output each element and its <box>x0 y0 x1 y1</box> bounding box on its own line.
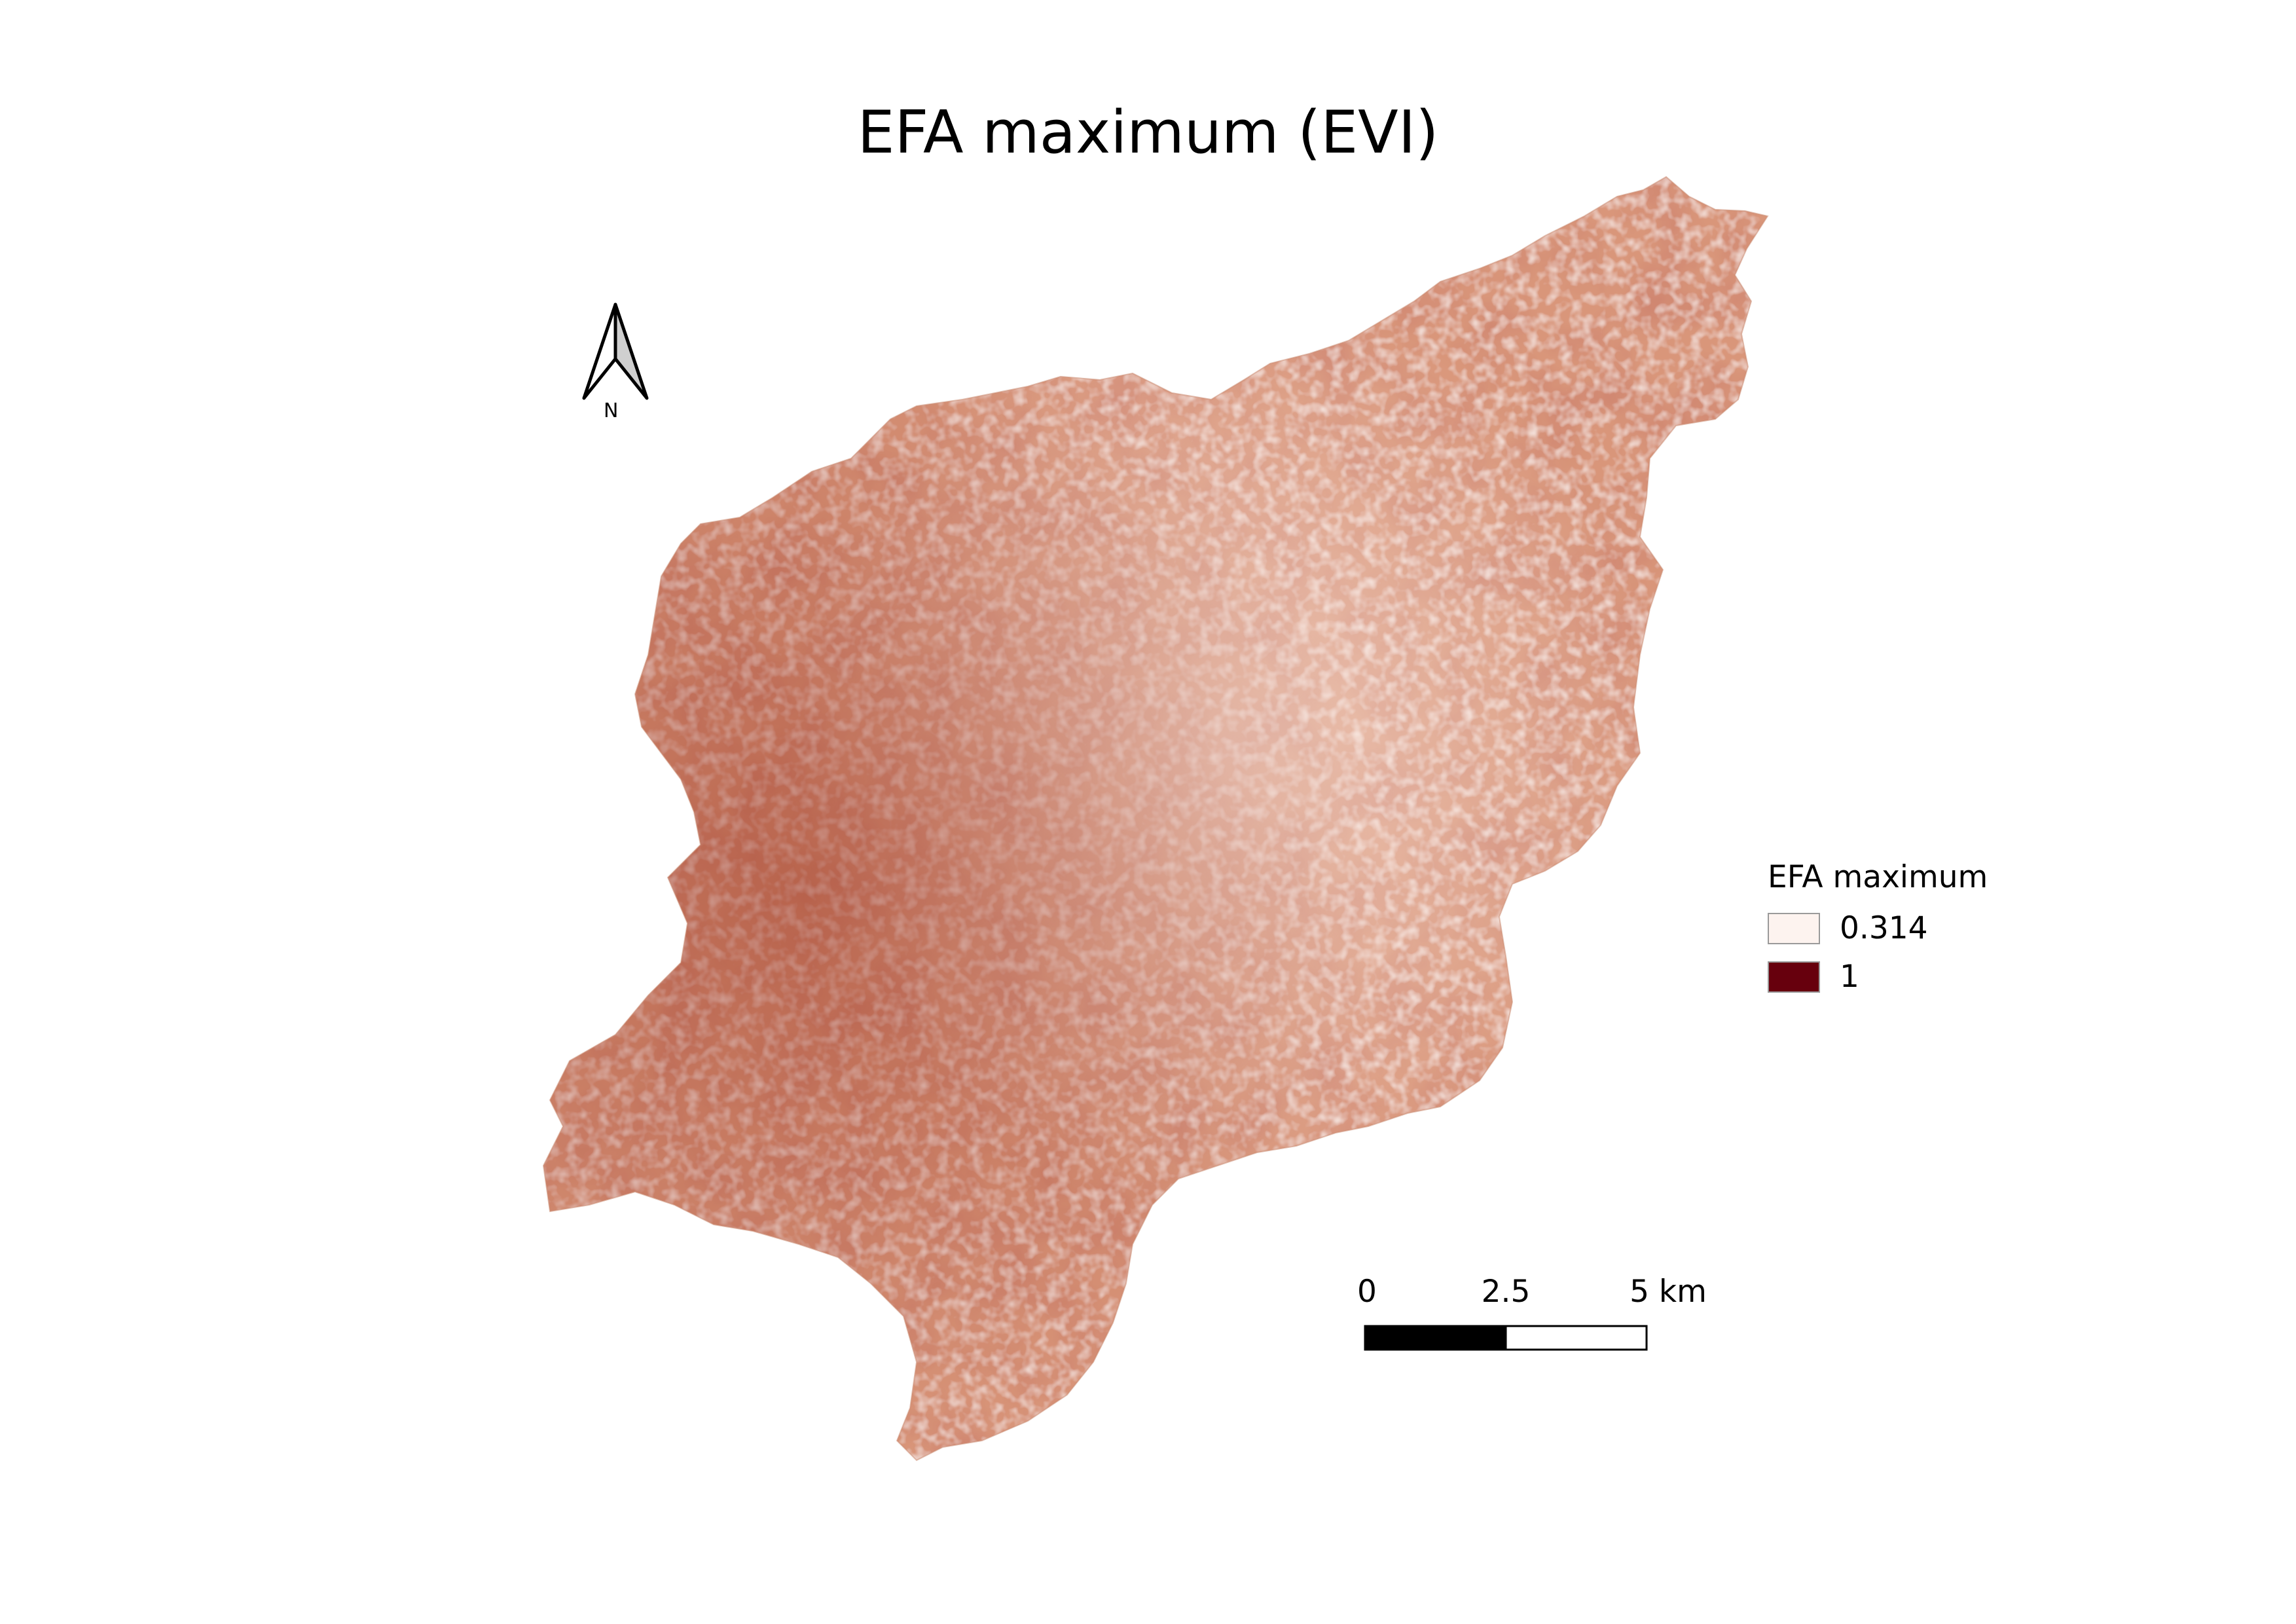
scale-label-5km: 5 km <box>1630 1274 1707 1310</box>
legend-label-max: 1 <box>1840 959 1859 995</box>
legend-swatch-min <box>1768 913 1820 944</box>
legend-title: EFA maximum <box>1768 859 1988 895</box>
legend-swatch-max <box>1768 961 1820 993</box>
scale-label-2-5: 2.5 <box>1481 1274 1531 1310</box>
north-arrow-label: N <box>604 399 619 422</box>
scale-bar-segment-light <box>1504 1325 1648 1351</box>
north-arrow-icon <box>582 303 649 400</box>
legend-label-min: 0.314 <box>1840 910 1928 946</box>
efa-raster-region <box>543 177 1768 1460</box>
scale-bar <box>1364 1325 1648 1351</box>
map-title: EFA maximum (EVI) <box>857 98 1439 167</box>
scale-bar-segment-dark <box>1364 1325 1507 1351</box>
scale-label-0: 0 <box>1357 1274 1377 1310</box>
